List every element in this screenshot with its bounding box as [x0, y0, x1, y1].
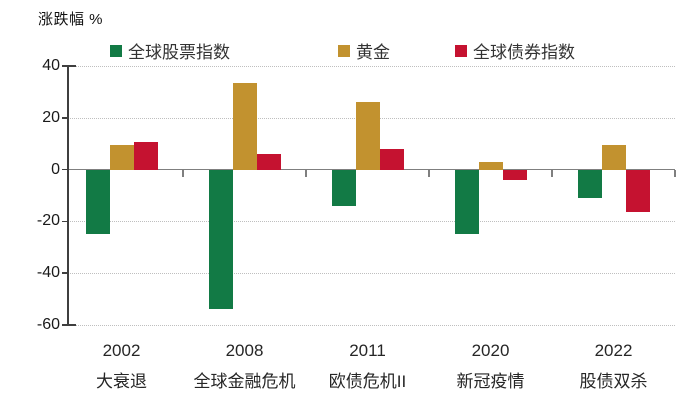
- legend-swatch-icon: [110, 44, 122, 57]
- gridline: [68, 66, 675, 67]
- category-axis-tick: [428, 169, 430, 177]
- y-axis-label: -20: [36, 212, 60, 230]
- category-axis-tick: [674, 169, 676, 177]
- legend-item-2: 黄金: [338, 38, 390, 63]
- x-axis-year-label: 2022: [594, 341, 633, 360]
- y-axis-top-cap: [68, 65, 76, 67]
- gridline: [68, 221, 675, 223]
- bar-全球债券指数-2008: [256, 154, 281, 170]
- chart-title: 涨跌幅 %: [38, 11, 104, 28]
- legend-item-3: 全球债券指数: [455, 38, 575, 63]
- bar-全球债券指数-2011: [379, 148, 404, 170]
- y-axis-tick: [62, 117, 68, 119]
- x-axis-year-label: 2008: [225, 341, 264, 360]
- gridline: [68, 273, 675, 275]
- bar-全球股票指数-2022: [577, 169, 602, 199]
- bar-全球债券指数-2002: [133, 142, 158, 170]
- y-axis-tick: [62, 220, 68, 223]
- bar-全球股票指数-2008: [208, 169, 233, 310]
- bar-全球债券指数-2020: [502, 169, 527, 180]
- category-axis-tick: [305, 169, 307, 177]
- legend-label: 全球债券指数: [473, 43, 575, 62]
- legend-label: 全球股票指数: [128, 43, 230, 62]
- legend-label: 黄金: [356, 43, 390, 62]
- x-axis-event-label: 股债双杀: [579, 372, 648, 391]
- bar-全球债券指数-2022: [625, 169, 650, 213]
- y-axis-line: [67, 66, 69, 325]
- y-axis-bottom-cap: [68, 324, 76, 326]
- x-axis-year-label: 2002: [102, 341, 141, 360]
- legend-swatch-icon: [338, 44, 350, 57]
- x-axis-event-label: 全球金融危机: [193, 372, 296, 391]
- bar-黄金-2011: [355, 102, 380, 170]
- x-axis-event-label: 新冠疫情: [456, 372, 525, 391]
- bar-黄金-2022: [601, 144, 626, 170]
- y-axis-label: 20: [42, 108, 60, 126]
- bar-全球股票指数-2020: [454, 169, 479, 235]
- y-axis-tick: [62, 272, 68, 274]
- legend-swatch-icon: [455, 44, 467, 57]
- y-axis-label: 40: [42, 57, 60, 74]
- y-axis-label: 0: [51, 160, 60, 178]
- bar-黄金-2008: [232, 82, 257, 170]
- bar-全球股票指数-2002: [85, 169, 110, 235]
- y-axis-tick: [62, 168, 68, 171]
- x-axis-event-label: 大衰退: [96, 372, 147, 391]
- y-axis-tick: [62, 65, 68, 67]
- x-axis-event-label: 欧债危机II: [328, 372, 407, 391]
- category-axis-tick: [551, 169, 553, 177]
- y-axis-label: -60: [36, 316, 60, 333]
- bar-黄金-2020: [478, 161, 503, 170]
- y-axis-label: -40: [36, 264, 60, 282]
- gridline: [68, 325, 675, 326]
- x-axis-year-label: 2020: [471, 341, 510, 360]
- legend-item-1: 全球股票指数: [110, 38, 230, 63]
- category-axis-tick: [182, 169, 184, 177]
- legend: 全球股票指数 黄金 全球债券指数: [0, 38, 700, 62]
- x-axis-year-label: 2011: [349, 341, 386, 360]
- y-axis-tick: [62, 324, 68, 326]
- zero-line: [68, 168, 675, 171]
- bar-黄金-2002: [109, 144, 134, 170]
- bar-全球股票指数-2011: [331, 169, 356, 206]
